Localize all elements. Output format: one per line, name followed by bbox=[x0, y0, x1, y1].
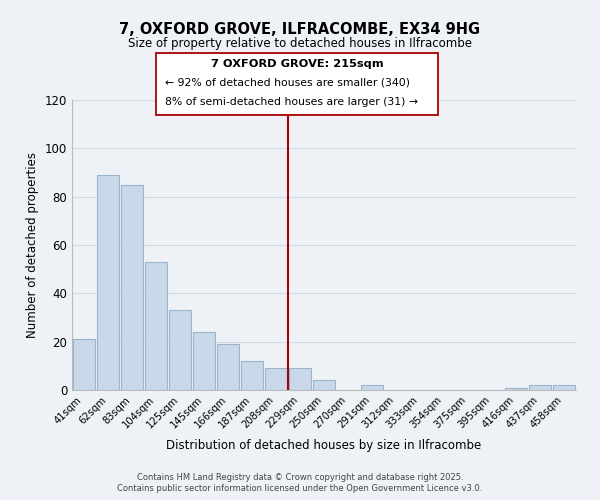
Bar bbox=[73, 339, 95, 390]
Bar bbox=[217, 344, 239, 390]
Bar bbox=[169, 310, 191, 390]
Bar bbox=[529, 385, 551, 390]
Text: Contains HM Land Registry data © Crown copyright and database right 2025.: Contains HM Land Registry data © Crown c… bbox=[137, 472, 463, 482]
Text: 7 OXFORD GROVE: 215sqm: 7 OXFORD GROVE: 215sqm bbox=[211, 59, 383, 69]
X-axis label: Distribution of detached houses by size in Ilfracombe: Distribution of detached houses by size … bbox=[166, 439, 482, 452]
Text: 8% of semi-detached houses are larger (31) →: 8% of semi-detached houses are larger (3… bbox=[165, 97, 418, 107]
Bar bbox=[145, 262, 167, 390]
Bar bbox=[553, 385, 575, 390]
Bar bbox=[265, 368, 287, 390]
Bar bbox=[505, 388, 527, 390]
Text: ← 92% of detached houses are smaller (340): ← 92% of detached houses are smaller (34… bbox=[165, 78, 410, 88]
Text: 7, OXFORD GROVE, ILFRACOMBE, EX34 9HG: 7, OXFORD GROVE, ILFRACOMBE, EX34 9HG bbox=[119, 22, 481, 38]
Bar bbox=[241, 361, 263, 390]
Bar bbox=[193, 332, 215, 390]
Bar bbox=[361, 385, 383, 390]
Bar bbox=[121, 184, 143, 390]
Text: Size of property relative to detached houses in Ilfracombe: Size of property relative to detached ho… bbox=[128, 38, 472, 51]
Text: Contains public sector information licensed under the Open Government Licence v3: Contains public sector information licen… bbox=[118, 484, 482, 493]
Bar bbox=[289, 368, 311, 390]
Y-axis label: Number of detached properties: Number of detached properties bbox=[26, 152, 39, 338]
Bar bbox=[313, 380, 335, 390]
Bar bbox=[97, 175, 119, 390]
